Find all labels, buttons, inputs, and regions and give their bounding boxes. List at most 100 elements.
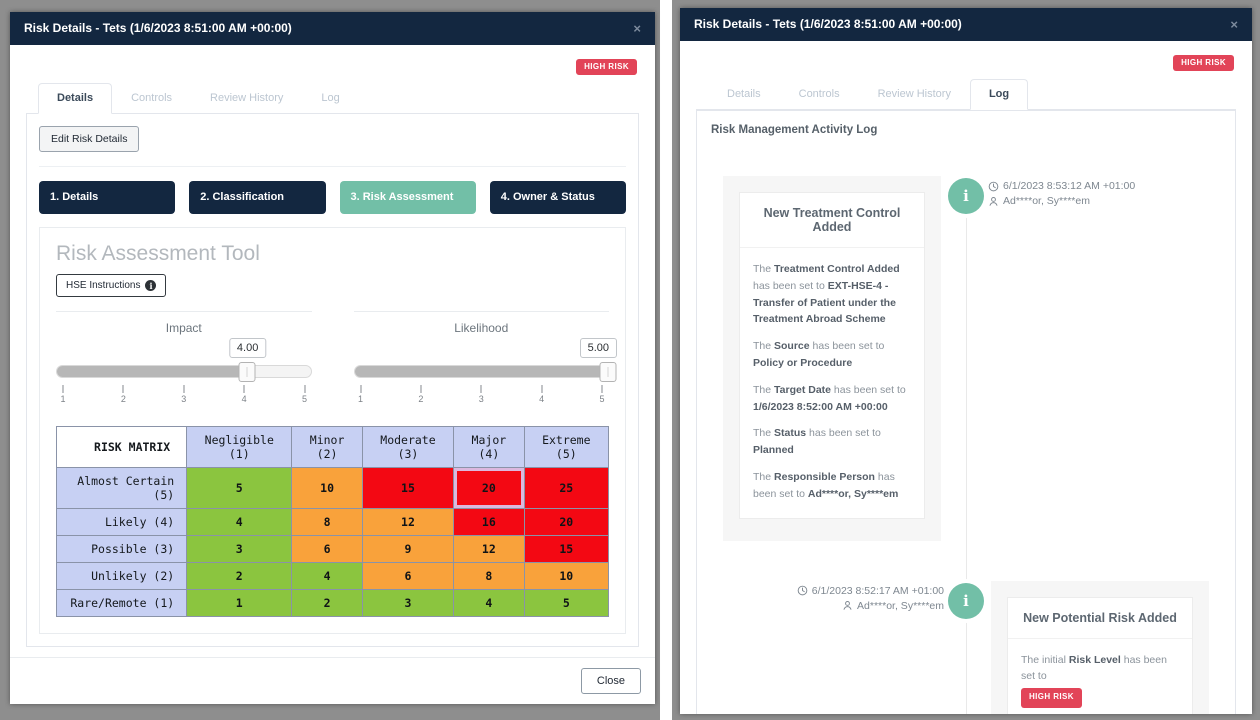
- tick-1: 1: [60, 385, 65, 404]
- tab-controls[interactable]: Controls: [780, 79, 859, 110]
- slider-fill: [57, 366, 248, 377]
- matrix-cell-2-0[interactable]: 3: [186, 535, 293, 563]
- risk-matrix-table: RISK MATRIX Negligible (1) Minor (2) Modera…: [55, 426, 610, 617]
- log-entry-meta: 6/1/2023 8:52:17 AM +01:00 Ad****or, Sy**…: [709, 581, 966, 714]
- log-text: has been set to: [831, 383, 906, 396]
- matrix-cell-1-1[interactable]: 8: [291, 508, 363, 536]
- close-icon[interactable]: ×: [1230, 16, 1238, 32]
- timestamp-line: 6/1/2023 8:53:12 AM +01:00: [988, 180, 1223, 192]
- step-3-risk-assessment[interactable]: 3. Risk Assessment: [339, 181, 476, 214]
- matrix-cell-4-4[interactable]: 5: [523, 589, 610, 617]
- log-field-value: Responsible Person: [774, 470, 875, 483]
- matrix-cell-3-2[interactable]: 6: [361, 562, 455, 590]
- likelihood-label: Likelihood: [454, 321, 509, 335]
- log-text: has been set to: [753, 279, 828, 292]
- matrix-cell-1-3[interactable]: 16: [453, 508, 525, 536]
- log-field-value: Status: [774, 427, 807, 440]
- slider-rule: [353, 311, 609, 312]
- impact-slider-handle[interactable]: [238, 362, 256, 382]
- log-card-outer: New Treatment Control Added The Treatment…: [723, 176, 941, 541]
- impact-slider: Impact 4.00 1 2 3 4 5: [56, 311, 312, 406]
- log-entry-title: New Treatment Control Added: [740, 193, 924, 248]
- likelihood-slider-handle[interactable]: [599, 362, 617, 382]
- slider-ticks: 1 2 3 4 5: [358, 385, 605, 405]
- log-text: The: [753, 383, 775, 396]
- log-text: The: [753, 427, 775, 440]
- slider-ticks: 1 2 3 4 5: [60, 385, 307, 405]
- close-button[interactable]: Close: [580, 668, 641, 694]
- matrix-cell-0-4[interactable]: 25: [523, 467, 610, 509]
- log-entry: New Treatment Control Added The Treatment…: [709, 176, 1223, 541]
- matrix-cell-4-3[interactable]: 4: [453, 589, 525, 617]
- matrix-col-header: Moderate (3): [361, 426, 455, 468]
- log-paragraph: The Target Date has been set to 1/6/2023…: [753, 382, 911, 416]
- tab-details[interactable]: Details: [38, 83, 113, 114]
- tab-log[interactable]: Log: [969, 79, 1029, 110]
- clock-icon: [797, 585, 808, 596]
- matrix-cell-1-2[interactable]: 12: [361, 508, 455, 536]
- matrix-cell-4-1[interactable]: 2: [291, 589, 363, 617]
- matrix-cell-2-1[interactable]: 6: [291, 535, 363, 563]
- tab-log[interactable]: Log: [302, 83, 358, 114]
- tick-1: 1: [358, 385, 363, 404]
- log-paragraph: The Status has been set to Planned: [753, 425, 911, 459]
- tab-details[interactable]: Details: [708, 79, 780, 110]
- matrix-cell-0-1[interactable]: 10: [291, 467, 363, 509]
- timestamp-line: 6/1/2023 8:52:17 AM +01:00: [709, 585, 944, 597]
- step-4-owner-status[interactable]: 4. Owner & Status: [489, 181, 626, 214]
- matrix-cell-2-4[interactable]: 15: [523, 535, 610, 563]
- matrix-cell-3-4[interactable]: 10: [523, 562, 610, 590]
- modal-title: Risk Details - Tets (1/6/2023 8:51:00 AM…: [694, 17, 962, 31]
- tick-4: 4: [539, 385, 544, 404]
- log-field-value: Source: [774, 340, 810, 353]
- log-text: The: [753, 263, 775, 275]
- hse-instructions-button[interactable]: HSE Instructions i: [56, 274, 167, 297]
- likelihood-slider: Likelihood 5.00 1 2 3 4 5: [353, 311, 617, 406]
- tab-controls[interactable]: Controls: [112, 83, 191, 114]
- matrix-cell-0-2[interactable]: 15: [361, 467, 455, 509]
- step-1-details[interactable]: 1. Details: [39, 181, 176, 214]
- log-entry-meta: 6/1/2023 8:53:12 AM +01:00 Ad****or, Sy**…: [966, 176, 1223, 541]
- user-line: Ad****or, Sy****em: [709, 600, 944, 612]
- modal-body: HIGH RISK Details Controls Review History L…: [680, 41, 1252, 714]
- user-line: Ad****or, Sy****em: [988, 195, 1223, 207]
- close-icon[interactable]: ×: [633, 20, 641, 36]
- tab-review-history[interactable]: Review History: [859, 79, 970, 110]
- edit-risk-details-button[interactable]: Edit Risk Details: [39, 126, 140, 152]
- matrix-cell-2-2[interactable]: 9: [361, 535, 455, 563]
- user: Ad****or, Sy****em: [857, 599, 944, 612]
- tick-5: 5: [302, 385, 307, 404]
- matrix-cell-1-4[interactable]: 20: [523, 508, 610, 536]
- backdrop-right: Risk Details - Tets (1/6/2023 8:51:00 AM…: [672, 0, 1260, 720]
- matrix-cell-1-0[interactable]: 4: [186, 508, 293, 536]
- matrix-cell-0-0[interactable]: 5: [186, 467, 293, 509]
- tab-review-history[interactable]: Review History: [191, 83, 302, 114]
- matrix-cell-3-1[interactable]: 4: [291, 562, 363, 590]
- tick-2: 2: [418, 385, 423, 404]
- impact-slider-track[interactable]: [56, 362, 312, 382]
- matrix-cell-3-0[interactable]: 2: [186, 562, 293, 590]
- sliders-row: Impact 4.00 1 2 3 4 5 Likelihood 5.00 1 2 3 4 5: [56, 311, 617, 406]
- tick-5: 5: [599, 385, 604, 404]
- person-icon: [989, 196, 998, 206]
- log-entry-body: The initial Risk Level has been set to HI…: [1008, 639, 1192, 714]
- log-field-value: Planned: [753, 444, 794, 457]
- matrix-cell-0-3[interactable]: 20: [453, 467, 525, 509]
- high-risk-badge: HIGH RISK: [1173, 55, 1234, 71]
- matrix-col-header: Negligible (1): [186, 426, 293, 468]
- likelihood-slider-track[interactable]: [353, 362, 617, 382]
- log-text: The: [753, 340, 775, 353]
- impact-value: 4.00: [228, 338, 267, 358]
- matrix-cell-4-2[interactable]: 3: [361, 589, 455, 617]
- details-tab-pane: Edit Risk Details 1. Details 2. Classific…: [26, 114, 639, 647]
- matrix-cell-3-3[interactable]: 8: [453, 562, 525, 590]
- matrix-cell-2-3[interactable]: 12: [453, 535, 525, 563]
- log-text: has been set to: [809, 340, 885, 353]
- high-risk-badge: HIGH RISK: [576, 59, 637, 75]
- likelihood-value: 5.00: [579, 338, 617, 358]
- log-field-value: Policy or Procedure: [753, 356, 853, 369]
- timestamp: 6/1/2023 8:52:17 AM +01:00: [811, 584, 944, 597]
- matrix-cell-4-0[interactable]: 1: [186, 589, 293, 617]
- log-text: has been set to: [806, 427, 881, 440]
- step-2-classification[interactable]: 2. Classification: [189, 181, 326, 214]
